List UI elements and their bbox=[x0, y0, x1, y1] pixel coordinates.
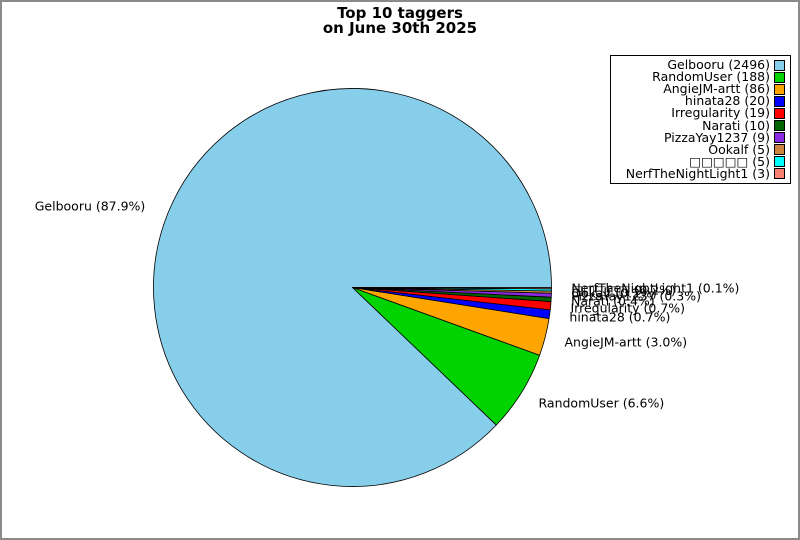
slice-label-narati: Narati (0.4%) bbox=[571, 293, 655, 309]
legend-swatch-hinata28 bbox=[774, 95, 785, 107]
legend-label-irregularity: Irregularity (19) bbox=[671, 105, 770, 121]
legend-swatch-randomuser bbox=[774, 71, 785, 83]
legend-swatch-pizzayay1237 bbox=[774, 132, 785, 144]
legend-swatch-narati bbox=[774, 120, 785, 132]
legend-swatch-ookalf bbox=[774, 144, 785, 156]
slice-label-slice-8: □□□□□ (0.2%) bbox=[571, 282, 676, 298]
slice-label-gelbooru: Gelbooru (87.9%) bbox=[34, 198, 146, 214]
legend-swatch-irregularity bbox=[774, 107, 785, 119]
slice-label-randomuser: RandomUser (6.6%) bbox=[538, 395, 665, 411]
legend-row-pizzayay1237: PizzaYay1237 (9) bbox=[614, 129, 785, 145]
legend-swatch-angiejm-artt bbox=[774, 83, 785, 95]
chart-title-line2: on June 30th 2025 bbox=[322, 18, 478, 37]
slice-label-ookalf: Ookalf (0.2%) bbox=[571, 285, 657, 301]
legend-label-pizzayay1237: PizzaYay1237 (9) bbox=[664, 129, 770, 145]
legend-row-gelbooru: Gelbooru (2496) bbox=[614, 57, 785, 73]
legend-label-randomuser: RandomUser (188) bbox=[652, 69, 770, 85]
legend-swatch-gelbooru bbox=[774, 59, 785, 71]
legend-row-ookalf: Ookalf (5) bbox=[614, 141, 785, 157]
slice-label-irregularity: Irregularity (0.7%) bbox=[570, 300, 686, 316]
legend-row-slice-8: □□□□□ (5) bbox=[614, 153, 785, 169]
legend-row-irregularity: Irregularity (19) bbox=[614, 107, 785, 119]
legend-swatch-slice-8 bbox=[774, 156, 785, 168]
legend-row-angiejm-artt: AngieJM-artt (86) bbox=[614, 81, 785, 97]
legend-swatch-nerfthenightlight1 bbox=[774, 168, 785, 180]
chart-title: Top 10 taggers on June 30th 2025 bbox=[2, 6, 798, 35]
pie-slice-gelbooru bbox=[153, 88, 552, 487]
legend: Gelbooru (2496) RandomUser (188) AngieJM-a… bbox=[610, 55, 791, 184]
legend-label-angiejm-artt: AngieJM-artt (86) bbox=[663, 81, 770, 97]
slice-label-angiejm-artt: AngieJM-artt (3.0%) bbox=[564, 334, 688, 350]
slice-label-hinata28: hinata28 (0.7%) bbox=[569, 309, 671, 325]
legend-label-slice-8: □□□□□ (5) bbox=[689, 153, 770, 169]
pie-slice-nerfthenightlight1 bbox=[352, 287, 552, 290]
legend-label-hinata28: hinata28 (20) bbox=[684, 93, 770, 109]
slice-label-pizzayay1237: PizzaYay1237 (0.3%) bbox=[571, 288, 701, 304]
legend-row-hinata28: hinata28 (20) bbox=[614, 95, 785, 107]
legend-row-randomuser: RandomUser (188) bbox=[614, 69, 785, 85]
chart-title-line1: Top 10 taggers bbox=[337, 4, 463, 22]
legend-row-nerfthenightlight1: NerfTheNightLight1 (3) bbox=[614, 165, 785, 181]
slice-label-nerfthenightlight1: NerfTheNightLight1 (0.1%) bbox=[571, 280, 740, 296]
legend-label-gelbooru: Gelbooru (2496) bbox=[667, 57, 770, 73]
legend-label-ookalf: Ookalf (5) bbox=[708, 141, 770, 157]
legend-label-nerfthenightlight1: NerfTheNightLight1 (3) bbox=[625, 165, 770, 181]
legend-label-narati: Narati (10) bbox=[702, 117, 770, 133]
legend-row-narati: Narati (10) bbox=[614, 119, 785, 131]
